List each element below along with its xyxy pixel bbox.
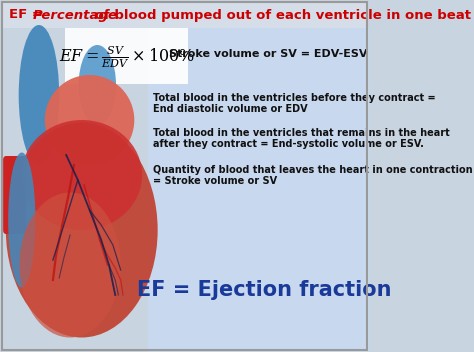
Ellipse shape — [45, 75, 134, 165]
Text: EF =: EF = — [9, 8, 48, 21]
Text: End diastolic volume or EDV: End diastolic volume or EDV — [154, 104, 308, 114]
Text: Total blood in the ventricles that remains in the heart: Total blood in the ventricles that remai… — [154, 128, 450, 138]
Ellipse shape — [18, 25, 59, 165]
Ellipse shape — [8, 152, 36, 288]
Text: Quantity of blood that leaves the heart in one contraction: Quantity of blood that leaves the heart … — [154, 165, 473, 175]
Text: of blood pumped out of each ventricle in one beat: of blood pumped out of each ventricle in… — [90, 8, 471, 21]
Ellipse shape — [19, 193, 121, 338]
Text: Total blood in the ventricles before they contract =: Total blood in the ventricles before the… — [154, 93, 436, 103]
Text: after they contract = End-systolic volume or ESV.: after they contract = End-systolic volum… — [154, 139, 424, 149]
Text: $EF = \frac{SV}{EDV} \times 100\%$: $EF = \frac{SV}{EDV} \times 100\%$ — [59, 44, 195, 70]
Text: EF = Ejection fraction: EF = Ejection fraction — [137, 280, 392, 300]
Ellipse shape — [79, 45, 116, 125]
FancyBboxPatch shape — [64, 28, 189, 84]
Text: Stroke volume or SV = EDV-ESV: Stroke volume or SV = EDV-ESV — [169, 49, 368, 59]
FancyBboxPatch shape — [0, 0, 369, 352]
Text: Percentage: Percentage — [33, 8, 118, 21]
FancyBboxPatch shape — [1, 2, 367, 28]
Text: = Stroke volume or SV: = Stroke volume or SV — [154, 176, 277, 186]
Ellipse shape — [6, 122, 158, 338]
FancyBboxPatch shape — [148, 28, 369, 352]
FancyBboxPatch shape — [3, 156, 27, 234]
Ellipse shape — [21, 120, 142, 230]
